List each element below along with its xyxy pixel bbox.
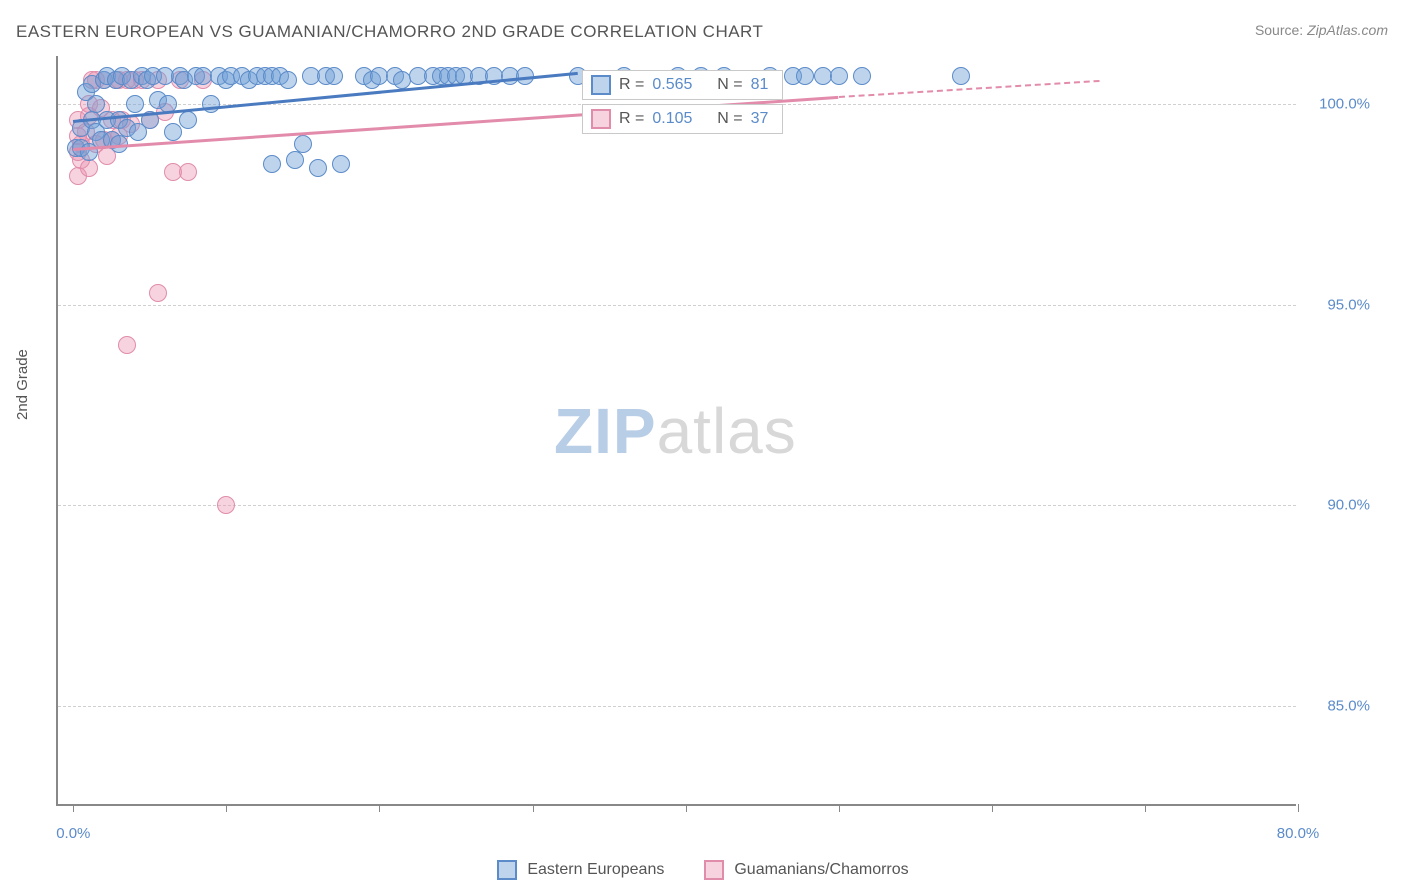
scatter-point-blue xyxy=(126,95,144,113)
scatter-point-blue xyxy=(263,155,281,173)
legend-item: Eastern Europeans xyxy=(497,860,664,880)
chart-container: EASTERN EUROPEAN VS GUAMANIAN/CHAMORRO 2… xyxy=(0,0,1406,892)
legend-label: Guamanians/Chamorros xyxy=(734,861,908,879)
stat-box: R = 0.565 N = 81 xyxy=(582,70,783,100)
scatter-point-blue xyxy=(87,95,105,113)
x-tick xyxy=(686,804,687,812)
scatter-point-blue xyxy=(294,135,312,153)
scatter-point-pink xyxy=(217,496,235,514)
x-tick xyxy=(1298,804,1299,812)
watermark-atlas: atlas xyxy=(657,395,797,467)
y-tick-label: 90.0% xyxy=(1327,497,1370,514)
scatter-point-blue xyxy=(179,111,197,129)
source-label: Source: xyxy=(1255,22,1303,38)
x-tick-label: 80.0% xyxy=(1277,825,1320,842)
scatter-point-blue xyxy=(286,151,304,169)
x-tick-label: 0.0% xyxy=(56,825,90,842)
stat-n-value: 37 xyxy=(751,110,769,128)
y-tick-label: 100.0% xyxy=(1319,96,1370,113)
scatter-point-blue xyxy=(202,95,220,113)
stat-n-label: N = xyxy=(717,110,742,128)
y-tick-label: 85.0% xyxy=(1327,697,1370,714)
trendline-pink-dash xyxy=(839,80,1099,98)
plot-area: ZIPatlas 85.0%90.0%95.0%100.0%0.0%80.0%R… xyxy=(56,56,1296,806)
watermark: ZIPatlas xyxy=(554,394,797,468)
source-attribution: Source: ZipAtlas.com xyxy=(1255,22,1388,38)
scatter-point-blue xyxy=(830,67,848,85)
scatter-point-pink xyxy=(80,159,98,177)
x-tick xyxy=(1145,804,1146,812)
scatter-point-blue xyxy=(332,155,350,173)
x-tick xyxy=(839,804,840,812)
stat-r-value: 0.565 xyxy=(652,76,692,94)
x-tick xyxy=(226,804,227,812)
stat-n-value: 81 xyxy=(751,76,769,94)
watermark-zip: ZIP xyxy=(554,395,657,467)
stat-r-label: R = xyxy=(619,110,644,128)
gridline-h xyxy=(58,706,1296,707)
x-tick xyxy=(533,804,534,812)
scatter-point-pink xyxy=(118,336,136,354)
scatter-point-blue xyxy=(279,71,297,89)
source-value: ZipAtlas.com xyxy=(1307,22,1388,38)
y-axis-label: 2nd Grade xyxy=(14,349,31,420)
scatter-point-blue xyxy=(325,67,343,85)
y-tick-label: 95.0% xyxy=(1327,296,1370,313)
scatter-point-pink xyxy=(179,163,197,181)
scatter-point-blue xyxy=(952,67,970,85)
scatter-point-pink xyxy=(149,284,167,302)
stat-r-label: R = xyxy=(619,76,644,94)
stat-swatch xyxy=(591,109,611,129)
legend-swatch xyxy=(497,860,517,880)
scatter-point-blue xyxy=(164,123,182,141)
gridline-h xyxy=(58,305,1296,306)
scatter-point-blue xyxy=(796,67,814,85)
scatter-point-blue xyxy=(853,67,871,85)
stat-swatch xyxy=(591,75,611,95)
legend-label: Eastern Europeans xyxy=(527,861,664,879)
legend-item: Guamanians/Chamorros xyxy=(704,860,908,880)
legend-swatch xyxy=(704,860,724,880)
stat-r-value: 0.105 xyxy=(652,110,692,128)
legend: Eastern Europeans Guamanians/Chamorros xyxy=(0,860,1406,880)
stat-box: R = 0.105 N = 37 xyxy=(582,104,783,134)
gridline-h xyxy=(58,505,1296,506)
x-tick xyxy=(992,804,993,812)
x-tick xyxy=(73,804,74,812)
chart-title: EASTERN EUROPEAN VS GUAMANIAN/CHAMORRO 2… xyxy=(16,22,763,42)
scatter-point-blue xyxy=(309,159,327,177)
stat-n-label: N = xyxy=(717,76,742,94)
x-tick xyxy=(379,804,380,812)
